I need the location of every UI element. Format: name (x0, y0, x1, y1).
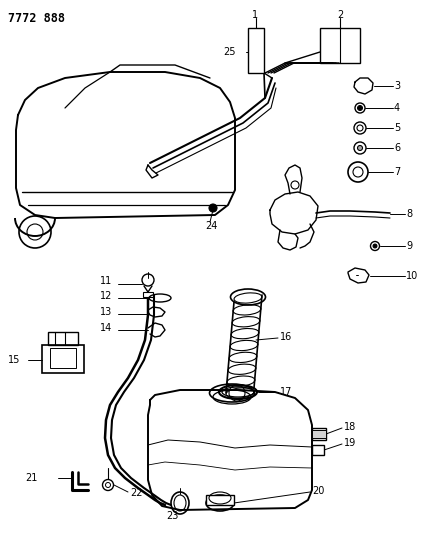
Text: 22: 22 (130, 488, 143, 498)
Text: 3: 3 (394, 81, 400, 91)
Circle shape (357, 146, 363, 150)
Text: 12: 12 (100, 291, 112, 301)
Circle shape (209, 204, 217, 212)
Text: 25: 25 (223, 47, 236, 57)
Text: 2: 2 (337, 10, 343, 20)
Text: 10: 10 (406, 271, 418, 281)
Bar (312, 445, 324, 455)
Text: 24: 24 (205, 221, 217, 231)
Text: 23: 23 (166, 511, 178, 521)
Bar (312, 430, 326, 438)
Text: 5: 5 (394, 123, 400, 133)
Text: 19: 19 (344, 438, 356, 448)
Bar (143, 292, 153, 297)
Text: 21: 21 (26, 473, 38, 483)
Bar (50, 348, 76, 368)
Text: 1: 1 (252, 10, 258, 20)
Text: 13: 13 (100, 307, 112, 317)
Bar (42, 345, 84, 373)
Text: 11: 11 (100, 276, 112, 286)
Text: 14: 14 (100, 323, 112, 333)
Text: 7: 7 (394, 167, 400, 177)
Bar (206, 495, 234, 505)
Bar (320, 28, 360, 63)
Text: 8: 8 (406, 209, 412, 219)
Circle shape (357, 106, 363, 110)
Text: 9: 9 (406, 241, 412, 251)
Text: 15: 15 (8, 355, 21, 365)
Bar (48, 332, 78, 345)
Text: 7772 888: 7772 888 (8, 12, 65, 25)
Text: 18: 18 (344, 422, 356, 432)
Text: 17: 17 (280, 387, 292, 397)
Text: 6: 6 (394, 143, 400, 153)
Bar (248, 28, 264, 73)
Bar (312, 428, 326, 440)
Text: 20: 20 (312, 486, 324, 496)
Circle shape (373, 244, 377, 248)
Text: 4: 4 (394, 103, 400, 113)
Text: 16: 16 (280, 332, 292, 342)
